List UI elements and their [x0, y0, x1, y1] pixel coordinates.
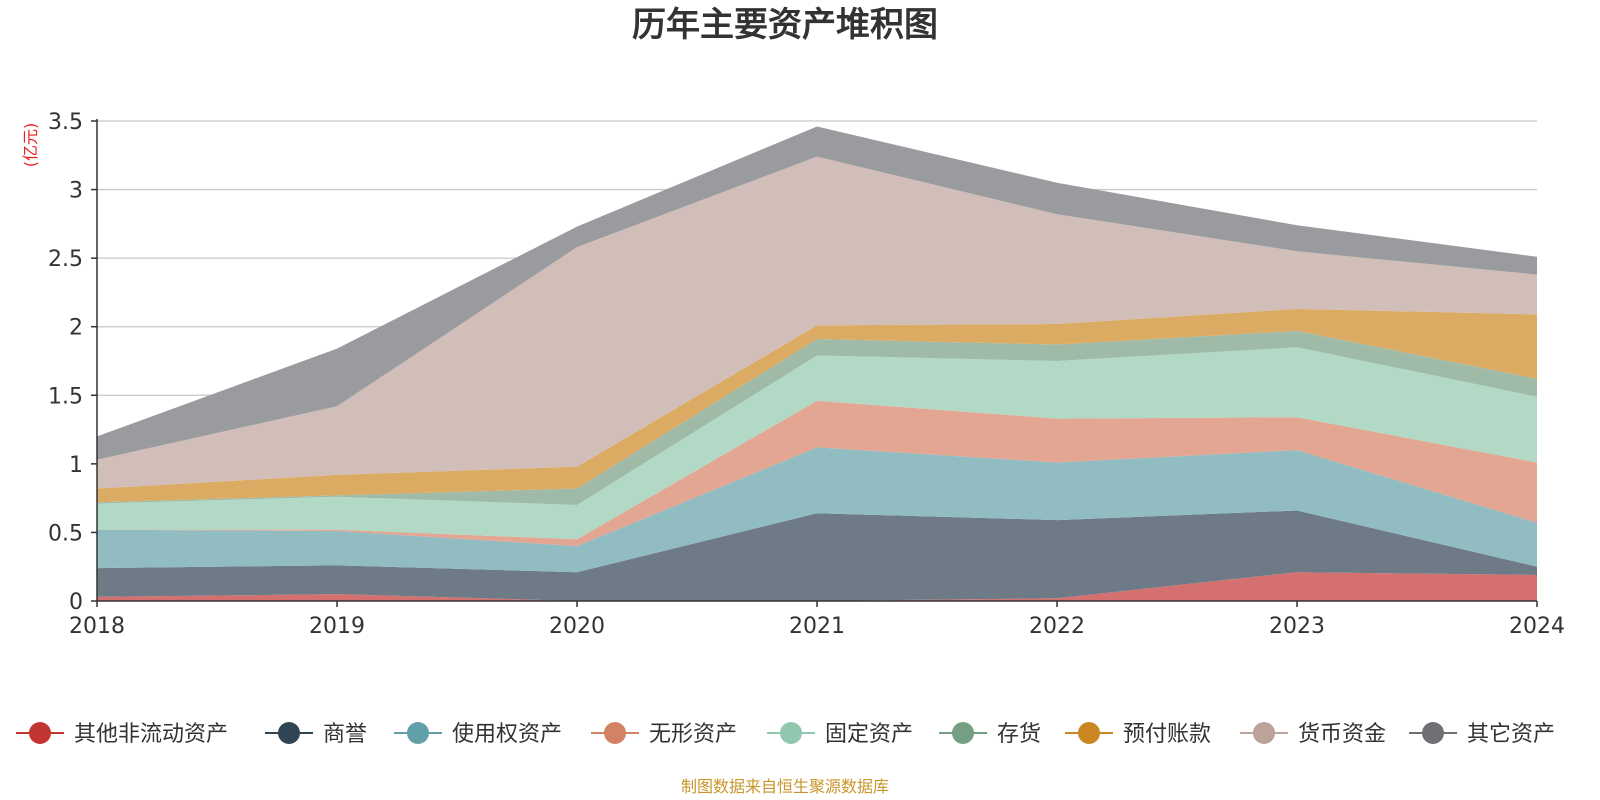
- legend-item[interactable]: 其他非流动资产: [16, 722, 228, 747]
- legend-marker-icon: [1253, 722, 1275, 744]
- legend-item[interactable]: 其它资产: [1409, 722, 1555, 747]
- legend-marker-icon: [29, 722, 51, 744]
- legend-label: 存货: [997, 722, 1041, 747]
- y-unit-label: (亿元): [21, 123, 40, 168]
- y-tick-label: 0: [69, 590, 83, 615]
- legend-item[interactable]: 固定资产: [767, 722, 913, 747]
- legend-item[interactable]: 预付账款: [1065, 722, 1211, 747]
- legend-item[interactable]: 商誉: [265, 722, 367, 747]
- y-tick-label: 2: [69, 316, 83, 341]
- legend-item[interactable]: 无形资产: [591, 722, 737, 747]
- legend-label: 货币资金: [1298, 722, 1386, 747]
- x-tick-label: 2022: [1029, 614, 1085, 639]
- area-series-2: [97, 510, 1537, 601]
- legend-label: 固定资产: [825, 722, 913, 747]
- y-tick-label: 2.5: [48, 247, 83, 272]
- x-tick-label: 2020: [549, 614, 605, 639]
- chart-title: 历年主要资产堆积图: [632, 5, 938, 45]
- x-tick-label: 2018: [69, 614, 125, 639]
- area-series-8: [97, 156, 1537, 489]
- y-tick-label: 3: [69, 179, 83, 204]
- legend-marker-icon: [952, 722, 974, 744]
- area-series-1: [97, 572, 1537, 601]
- y-tick-label: 0.5: [48, 521, 83, 546]
- legend-item[interactable]: 使用权资产: [394, 722, 562, 747]
- legend-label: 预付账款: [1123, 722, 1211, 747]
- area-series-9: [97, 126, 1537, 460]
- x-tick-label: 2019: [309, 614, 365, 639]
- legend-label: 使用权资产: [452, 722, 562, 747]
- area-series-3: [97, 447, 1537, 573]
- legend-label: 无形资产: [649, 722, 737, 747]
- area-series: [97, 126, 1537, 601]
- legend-marker-icon: [1078, 722, 1100, 744]
- legend-marker-icon: [407, 722, 429, 744]
- y-tick-label: 1: [69, 453, 83, 478]
- legend-marker-icon: [1422, 722, 1444, 744]
- y-tick-label: 3.5: [48, 110, 83, 135]
- legend-item[interactable]: 存货: [939, 722, 1041, 747]
- x-tick-label: 2023: [1269, 614, 1325, 639]
- legend-label: 其它资产: [1467, 722, 1555, 747]
- y-tick-label: 1.5: [48, 384, 83, 409]
- area-series-7: [97, 308, 1537, 503]
- x-tick-label: 2021: [789, 614, 845, 639]
- area-series-5: [97, 347, 1537, 540]
- legend[interactable]: 其他非流动资产 商誉 使用权资产 无形资产 固定资产 存货 预付账款 货币资金 其它资产: [16, 722, 1555, 747]
- x-tick-label: 2024: [1509, 614, 1565, 639]
- legend-marker-icon: [278, 722, 300, 744]
- axes: 0 0.5 1 1.5 2 2.5 3 3.5 2018 2019 2020 2021 2022 2023…: [48, 110, 1565, 639]
- legend-marker-icon: [604, 722, 626, 744]
- area-series-4: [97, 400, 1537, 547]
- legend-item[interactable]: 货币资金: [1240, 722, 1386, 747]
- data-source-note: 制图数据来自恒生聚源数据库: [681, 777, 889, 796]
- legend-label: 其他非流动资产: [74, 722, 228, 747]
- legend-marker-icon: [780, 722, 802, 744]
- legend-label: 商誉: [323, 722, 367, 747]
